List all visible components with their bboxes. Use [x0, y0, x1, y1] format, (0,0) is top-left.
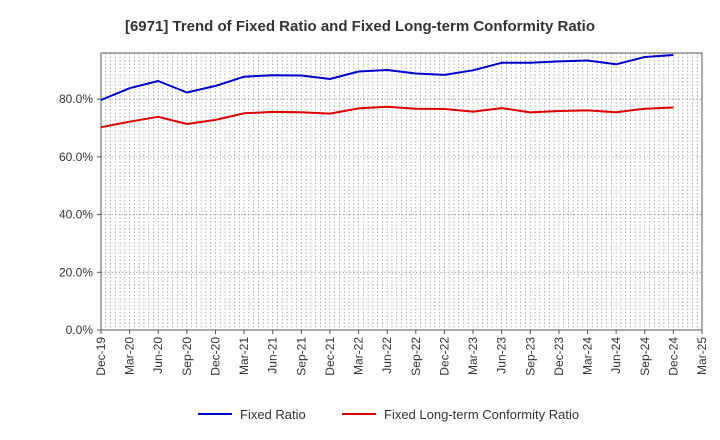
y-axis-ticks: 0.0% 20.0% 40.0% 60.0% 80.0%	[59, 92, 101, 337]
legend-item-fixed-ratio: Fixed Ratio	[198, 407, 306, 422]
x-tick-label: Jun-24	[609, 337, 623, 374]
x-tick-label: Mar-21	[237, 337, 251, 375]
chart-title: [6971] Trend of Fixed Ratio and Fixed Lo…	[125, 18, 595, 35]
x-tick-label: Sep-20	[180, 337, 194, 376]
y-tick-label: 40.0%	[59, 208, 93, 222]
x-tick-label: Dec-22	[437, 337, 451, 376]
x-tick-label: Sep-22	[409, 337, 423, 376]
y-tick-label: 80.0%	[59, 92, 93, 106]
x-tick-label: Mar-20	[123, 337, 137, 375]
legend-item-conformity-ratio: Fixed Long-term Conformity Ratio	[342, 407, 579, 422]
x-tick-label: Dec-24	[666, 337, 680, 376]
x-tick-label: Jun-23	[495, 337, 509, 374]
series-group	[100, 54, 674, 129]
x-tick-label: Dec-20	[208, 337, 222, 376]
x-tick-label: Sep-21	[294, 337, 308, 376]
legend-label-fixed-ratio: Fixed Ratio	[240, 407, 306, 422]
x-tick-label: Dec-19	[94, 337, 108, 376]
x-tick-label: Jun-20	[151, 337, 165, 374]
x-tick-label: Mar-23	[466, 337, 480, 375]
x-tick-label: Sep-23	[523, 337, 537, 376]
series-line-conformity-ratio	[100, 105, 674, 129]
x-tick-label: Dec-23	[552, 337, 566, 376]
x-tick-label: Mar-25	[695, 337, 709, 375]
x-tick-label: Sep-24	[638, 337, 652, 376]
grid	[101, 53, 702, 330]
x-tick-label: Mar-24	[581, 337, 595, 375]
x-tick-label: Mar-22	[352, 337, 366, 375]
x-tick-label: Jun-22	[380, 337, 394, 374]
x-tick-label: Dec-21	[323, 337, 337, 376]
legend-label-conformity-ratio: Fixed Long-term Conformity Ratio	[384, 407, 579, 422]
y-tick-label: 0.0%	[66, 323, 94, 337]
series-line-fixed-ratio	[100, 54, 674, 101]
y-tick-label: 60.0%	[59, 150, 93, 164]
x-tick-label: Jun-21	[266, 337, 280, 374]
x-axis-ticks: Dec-19 Mar-20 Jun-20 Sep-20 Dec-20 Mar-21 Jun-…	[94, 330, 709, 376]
plot-frame	[100, 52, 703, 331]
y-tick-label: 20.0%	[59, 265, 93, 279]
legend: Fixed Ratio Fixed Long-term Conformity R…	[198, 407, 579, 422]
